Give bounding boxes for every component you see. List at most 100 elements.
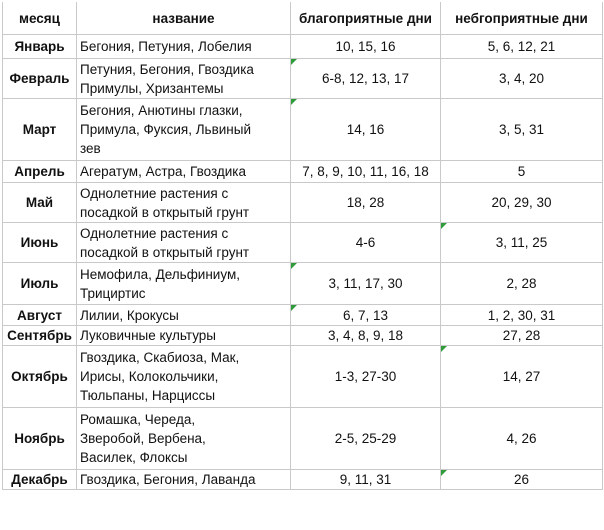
plant-names-cell: Луковичные культуры (76, 325, 291, 346)
bad-days-cell-text: 3, 5, 31 (498, 122, 545, 137)
good-days-cell: 14, 16 (290, 98, 441, 161)
plant-names-cell: Однолетние растения с посадкой в открытый… (76, 222, 291, 263)
bad-days-cell: 5, 6, 12, 21 (440, 34, 603, 59)
good-days-cell-text: 6, 7, 13 (342, 307, 389, 323)
month-cell-text: Август (17, 307, 62, 323)
good-days-cell: 10, 15, 16 (290, 34, 441, 59)
month-cell-text: Ноябрь (14, 431, 65, 446)
good-days-cell-text: 3, 11, 17, 30 (328, 276, 403, 291)
plant-names-cell-text: Бегония, Анютины глазки, (80, 103, 243, 118)
table-row: Ноябрь Ромашка, Череда, Зверобой, Вербена,… (2, 407, 603, 470)
plant-names-cell-text: Примула, Фуксия, Львиный (80, 122, 252, 137)
month-cell: Февраль (2, 58, 77, 99)
month-cell: Июнь (2, 222, 77, 263)
good-days-cell: 7, 8, 9, 10, 11, 16, 18 (290, 160, 441, 183)
table-row: Октябрь Гвоздика, Скабиоза, Мак, Ирисы, Ко… (2, 345, 603, 408)
good-days-cell: 4-6 (290, 222, 441, 263)
header-name: название (76, 2, 291, 35)
good-days-cell-text: 6-8, 12, 13, 17 (321, 71, 410, 86)
month-cell: Август (2, 304, 77, 326)
bad-days-cell: 3, 11, 25 (440, 222, 603, 263)
header-month: месяц (2, 2, 77, 35)
plant-names-cell: Бегония, Анютины глазки, Примула, Фуксия,… (76, 98, 291, 161)
plant-names-cell-text: Петуния, Бегония, Гвоздика (80, 61, 254, 77)
month-cell: Март (2, 98, 77, 161)
good-days-cell: 6, 7, 13 (290, 304, 441, 326)
good-days-cell: 9, 11, 31 (290, 469, 441, 490)
table-row: Июль Немофила, Дельфиниум, Трициртис 3, 11,… (2, 262, 603, 305)
bad-days-cell-text: 20, 29, 30 (491, 195, 552, 210)
month-cell: Сентябрь (2, 325, 77, 346)
month-cell: Июль (2, 262, 77, 305)
plant-names-cell-text: Однолетние растения с (80, 225, 229, 241)
month-cell: Январь (2, 34, 77, 59)
good-days-cell: 3, 11, 17, 30 (290, 262, 441, 305)
plant-names-cell: Петуния, Бегония, Гвоздика Примулы, Хриза… (76, 58, 291, 99)
month-cell: Октябрь (2, 345, 77, 408)
bad-days-cell: 14, 27 (440, 345, 603, 408)
bad-days-cell: 26 (440, 469, 603, 490)
table-row: Март Бегония, Анютины глазки, Примула, Фук… (2, 98, 603, 161)
plant-names-cell: Гвоздика, Скабиоза, Мак, Ирисы, Колокольч… (76, 345, 291, 408)
good-days-cell-text: 2-5, 25-29 (334, 431, 397, 446)
bad-days-cell-text: 3, 4, 20 (498, 71, 545, 86)
plant-names-cell-text: Примулы, Хризантемы (80, 80, 224, 96)
good-days-cell: 1-3, 27-30 (290, 345, 441, 408)
month-cell: Май (2, 182, 77, 223)
plant-names-cell-text: Лилии, Крокусы (80, 307, 179, 323)
month-cell-text: Июнь (20, 235, 59, 250)
plant-names-cell-text: Гвоздика, Бегония, Лаванда (80, 472, 256, 487)
bad-days-cell-text: 5, 6, 12, 21 (487, 39, 556, 54)
plant-names-cell-text: посадкой в открытый грунт (80, 244, 250, 260)
bad-days-cell: 27, 28 (440, 325, 603, 346)
bad-days-cell: 20, 29, 30 (440, 182, 603, 223)
table-row: Декабрь Гвоздика, Бегония, Лаванда 9, 11, … (2, 469, 603, 490)
month-cell: Ноябрь (2, 407, 77, 470)
table-row: Сентябрь Луковичные культуры 3, 4, 8, 9, 1… (2, 325, 603, 346)
month-cell-text: Октябрь (11, 369, 68, 384)
good-days-cell-text: 1-3, 27-30 (334, 369, 397, 384)
bad-days-cell: 1, 2, 30, 31 (440, 304, 603, 326)
month-cell: Декабрь (2, 469, 77, 490)
good-days-cell-text: 10, 15, 16 (335, 39, 396, 54)
table-row: Февраль Петуния, Бегония, Гвоздика Примулы… (2, 58, 603, 99)
month-cell-text: Сентябрь (7, 328, 72, 343)
plant-names-cell-text: Ромашка, Череда, (80, 412, 196, 427)
bad-days-cell: 4, 26 (440, 407, 603, 470)
table-row: Апрель Агератум, Астра, Гвоздика 7, 8, 9, … (2, 160, 603, 183)
header-bad-days: небгоприятные дни (440, 2, 603, 35)
good-days-cell: 18, 28 (290, 182, 441, 223)
table-row: Май Однолетние растения с посадкой в откры… (2, 182, 603, 223)
plant-names-cell: Ромашка, Череда, Зверобой, Вербена, Василе… (76, 407, 291, 470)
plant-names-cell-text: Бегония, Петуния, Лобелия (80, 39, 252, 54)
planting-calendar-table: месяц название благоприятные дни небгопр… (2, 2, 603, 490)
plant-names-cell: Гвоздика, Бегония, Лаванда (76, 469, 291, 490)
bad-days-cell-text: 1, 2, 30, 31 (487, 307, 556, 323)
bad-days-cell-text: 4, 26 (506, 431, 537, 446)
plant-names-cell-text: Зверобой, Вербена, (80, 431, 206, 446)
plant-names-cell-text: Ирисы, Колокольчики, (80, 369, 219, 384)
header-row: месяц название благоприятные дни небгопр… (2, 2, 603, 35)
plant-names-cell-text: посадкой в открытый грунт (80, 204, 250, 220)
good-days-cell-text: 7, 8, 9, 10, 11, 16, 18 (302, 164, 429, 179)
month-cell-text: Декабрь (11, 472, 68, 487)
table-body: месяц название благоприятные дни небгопр… (2, 2, 603, 490)
plant-names-cell: Немофила, Дельфиниум, Трициртис (76, 262, 291, 305)
plant-names-cell-text: Трициртис (80, 285, 146, 301)
good-days-cell: 3, 4, 8, 9, 18 (290, 325, 441, 346)
month-cell-text: Июль (20, 276, 59, 291)
bad-days-cell-text: 27, 28 (502, 328, 541, 343)
month-cell: Апрель (2, 160, 77, 183)
plant-names-cell-text: Тюльпаны, Нарциссы (80, 388, 216, 403)
plant-names-cell: Лилии, Крокусы (76, 304, 291, 326)
plant-names-cell-text: Немофила, Дельфиниум, (80, 266, 240, 282)
plant-names-cell-text: Однолетние растения с (80, 185, 229, 201)
plant-names-cell: Бегония, Петуния, Лобелия (76, 34, 291, 59)
header-good-days: благоприятные дни (290, 2, 441, 35)
bad-days-cell-text: 14, 27 (502, 369, 541, 384)
plant-names-cell-text: Василек, Флоксы (80, 450, 188, 465)
bad-days-cell: 3, 5, 31 (440, 98, 603, 161)
bad-days-cell: 5 (440, 160, 603, 183)
good-days-cell: 2-5, 25-29 (290, 407, 441, 470)
good-days-cell: 6-8, 12, 13, 17 (290, 58, 441, 99)
